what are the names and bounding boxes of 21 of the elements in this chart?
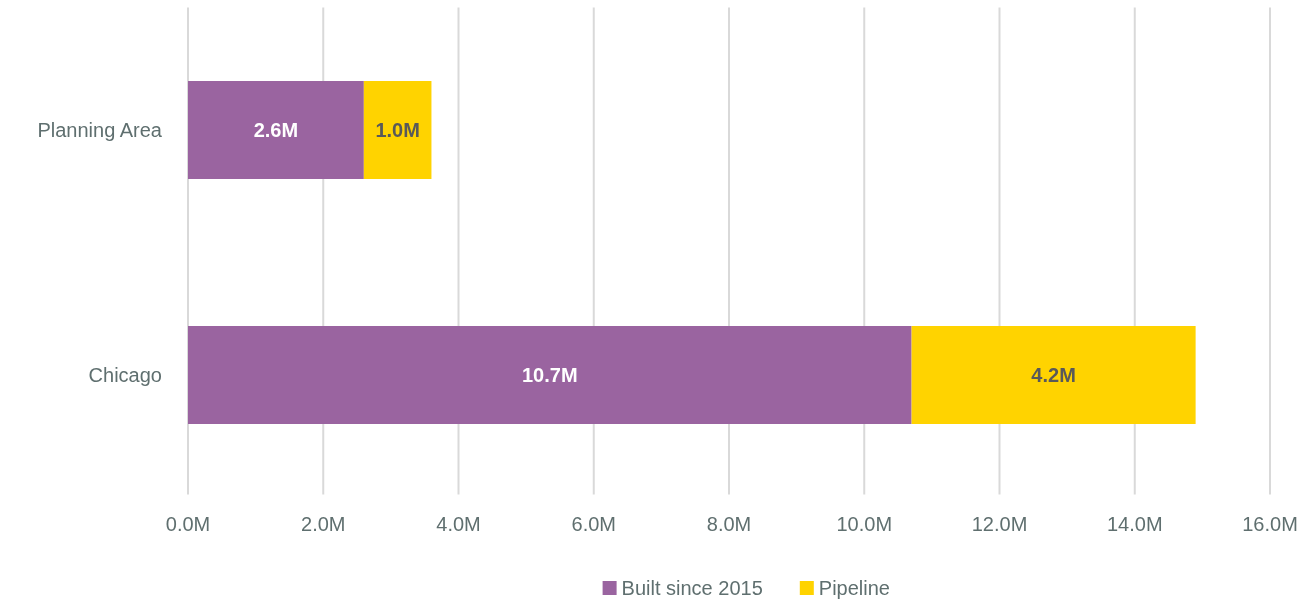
data-label: 2.6M [253,119,299,141]
data-label: 1.0M [375,119,420,141]
x-tick-label: 8.0M [706,513,752,535]
x-tick-label: 16.0M [1242,513,1298,535]
x-tick-label: 0.0M [165,513,211,535]
y-tick-label: Chicago [88,364,162,386]
data-label: 10.7M [522,364,578,386]
bar [188,326,912,424]
x-tick-label: 4.0M [436,513,481,535]
legend-label: Built since 2015 [621,577,763,599]
x-tick-label: 2.0M [301,513,346,535]
bar [188,81,364,179]
bar [911,326,1196,424]
data-label: 4.2M [1031,364,1076,386]
y-tick-label: Planning Area [37,119,163,141]
legend-label: Pipeline [818,577,890,599]
bar [363,81,432,179]
x-tick-label: 6.0M [571,513,616,535]
x-tick-label: 10.0M [836,513,893,535]
x-tick-label: 12.0M [971,513,1028,535]
x-tick-label: 14.0M [1106,513,1163,535]
